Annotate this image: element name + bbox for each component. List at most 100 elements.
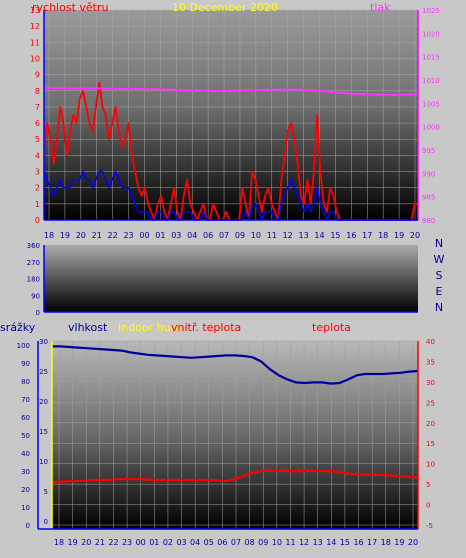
humidity-tick-label: 10 [39, 458, 48, 466]
temp-tick-label: 20 [426, 420, 435, 428]
humidity-tick-label: 5 [44, 488, 48, 496]
wind-tick-label: 3 [35, 168, 40, 177]
wind-time-label: 01 [155, 231, 165, 240]
wind-time-label: 07 [219, 231, 229, 240]
rain-tick-label: 90 [21, 360, 30, 368]
rain-tick-label: 0 [26, 522, 30, 530]
pressure-title: tlak [370, 1, 391, 14]
wind-tick-label: 9 [35, 71, 40, 80]
pressure-tick-label: 985 [422, 194, 435, 202]
humidity-time-label: 05 [204, 538, 214, 547]
temperature-series [51, 469, 419, 484]
wind-tick-label: 4 [35, 151, 40, 160]
indoor-temp-title: vnitř. teplota [171, 321, 241, 334]
rain-tick-label: 40 [21, 450, 30, 458]
wind-time-label: 09 [235, 231, 245, 240]
temp-tick-label: 40 [426, 338, 435, 346]
wind-time-label: 19 [394, 231, 404, 240]
compass-letter: N [435, 301, 443, 314]
wind-tick-label: 0 [35, 216, 40, 225]
wind-time-label: 20 [410, 231, 420, 240]
wind-left-title: rychlost větru [32, 1, 108, 14]
humidity-time-label: 20 [81, 538, 91, 547]
pressure-tick-label: 1000 [422, 124, 440, 132]
humidity-series [52, 345, 419, 385]
wind-time-label: 16 [346, 231, 356, 240]
humidity-time-label: 00 [136, 538, 146, 547]
pressure-series [44, 86, 418, 96]
humidity-title: vlhkost [68, 321, 108, 334]
wind-time-label: 18 [44, 231, 54, 240]
wind-time-label: 00 [139, 231, 149, 240]
humidity-time-label: 23 [122, 538, 132, 547]
pressure-tick-label: 980 [422, 217, 435, 225]
humidity-plot-area [52, 341, 418, 529]
humidity-time-label: 12 [299, 538, 309, 547]
wind-tick-label: 1 [35, 200, 40, 209]
humidity-tick-label: 15 [39, 428, 48, 436]
wind-tick-label: 2 [35, 184, 40, 193]
temp-tick-label: 30 [426, 379, 435, 387]
humidity-time-label: 14 [326, 538, 336, 547]
compass-letter: W [434, 253, 445, 266]
wind-tick-label: 11 [30, 38, 40, 47]
wind-time-label: 10 [251, 231, 261, 240]
rain-tick-label: 50 [21, 432, 30, 440]
direction-tick-label: 270 [27, 259, 40, 267]
wind-tick-label: 13 [30, 6, 40, 15]
humidity-tick-label: 25 [39, 368, 48, 376]
indoor-hum-title: Indoor hum [118, 321, 181, 334]
wind-tick-label: 6 [35, 119, 40, 128]
humidity-time-label: 01 [149, 538, 159, 547]
humidity-tick-label: 0 [44, 518, 48, 526]
wind-tick-label: 8 [35, 87, 40, 96]
humidity-time-label: 22 [108, 538, 118, 547]
temp-tick-label: 5 [426, 481, 430, 489]
wind-time-label: 17 [362, 231, 372, 240]
chart-date-title: 10 December 2020 [172, 1, 278, 14]
humidity-time-label: 21 [95, 538, 105, 547]
wind-time-label: 15 [330, 231, 340, 240]
humidity-time-label: 09 [258, 538, 268, 547]
humidity-time-label: 03 [176, 538, 186, 547]
rain-title: srážky [0, 321, 36, 334]
pressure-tick-label: 1010 [422, 77, 440, 85]
rain-tick-label: 10 [21, 504, 30, 512]
pressure-tick-label: 1025 [422, 7, 440, 15]
wind-time-label: 18 [378, 231, 388, 240]
pressure-tick-label: 990 [422, 170, 435, 178]
pressure-tick-label: 1015 [422, 54, 440, 62]
wind-time-label: 23 [123, 231, 133, 240]
compass-letter: S [436, 269, 443, 282]
humidity-time-label: 08 [245, 538, 255, 547]
compass-letter: E [436, 285, 443, 298]
humidity-time-label: 19 [68, 538, 78, 547]
humidity-tick-label: 20 [39, 398, 48, 406]
wind-time-label: 21 [92, 231, 102, 240]
humidity-time-label: 02 [163, 538, 173, 547]
direction-tick-label: 180 [27, 276, 40, 284]
temp-tick-label: 35 [426, 358, 435, 366]
wind-time-label: 12 [283, 231, 293, 240]
humidity-time-label: 17 [367, 538, 377, 547]
direction-plot-area [44, 245, 418, 312]
humidity-time-label: 04 [190, 538, 200, 547]
temp-tick-label: -5 [426, 522, 433, 530]
humidity-grid [52, 340, 418, 529]
humidity-time-label: 19 [394, 538, 404, 547]
wind-tick-label: 5 [35, 135, 40, 144]
wind-time-label: 13 [299, 231, 309, 240]
humidity-time-label: 20 [408, 538, 418, 547]
wind-time-label: 20 [76, 231, 86, 240]
wind-time-label: 19 [60, 231, 70, 240]
wind-tick-label: 7 [35, 103, 40, 112]
wind-time-label: 11 [267, 231, 277, 240]
humidity-time-label: 10 [272, 538, 282, 547]
temp-tick-label: 25 [426, 399, 435, 407]
rain-tick-label: 30 [21, 468, 30, 476]
humidity-time-label: 15 [340, 538, 350, 547]
pressure-tick-label: 995 [422, 147, 435, 155]
